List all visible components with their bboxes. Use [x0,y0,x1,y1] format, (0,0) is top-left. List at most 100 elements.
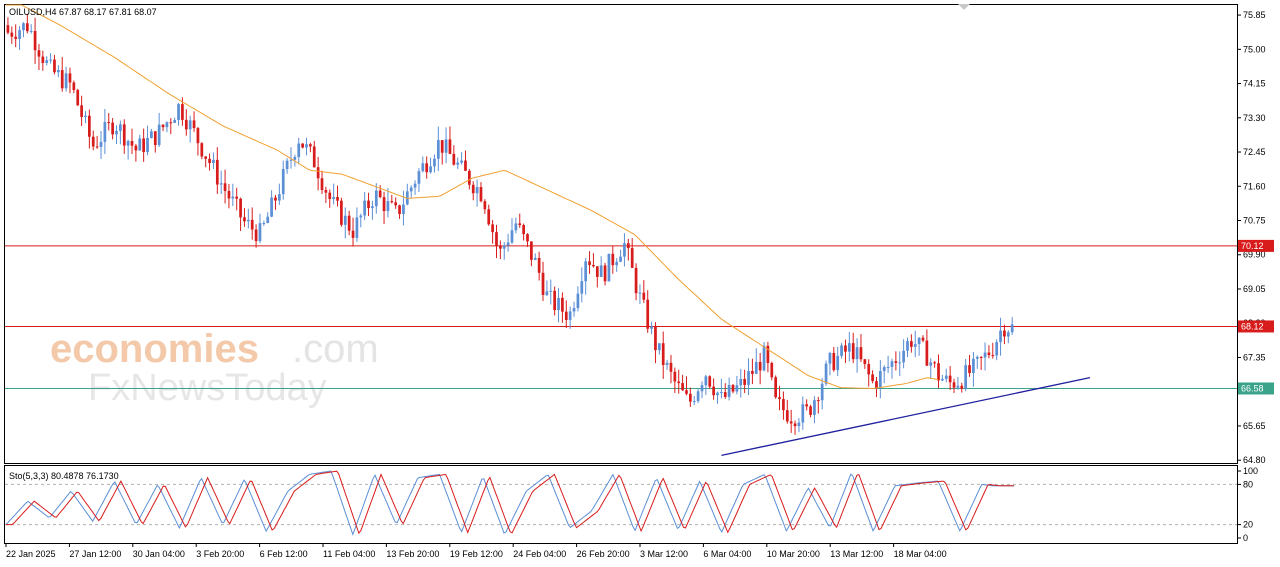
candle[interactable] [878,360,882,399]
candle[interactable] [956,377,960,390]
candle[interactable] [735,376,739,395]
candle[interactable] [964,358,968,392]
candle[interactable] [510,218,514,245]
candle[interactable] [987,345,991,359]
candle[interactable] [258,213,262,244]
candle[interactable] [84,111,87,124]
candle[interactable] [720,378,723,399]
stochastic-main-line[interactable] [5,470,1015,536]
candle[interactable] [747,358,750,396]
candle[interactable] [491,219,494,244]
candle[interactable] [700,381,704,399]
candle[interactable] [545,280,549,297]
candle[interactable] [882,365,886,384]
candle[interactable] [836,346,840,377]
candle[interactable] [561,292,564,323]
candle[interactable] [851,332,855,364]
candle[interactable] [778,385,781,411]
candle[interactable] [231,183,235,207]
candle[interactable] [448,126,452,155]
candle[interactable] [553,286,557,316]
candle[interactable] [894,351,898,371]
candle[interactable] [669,354,673,384]
candle[interactable] [382,191,386,225]
candle[interactable] [634,263,638,301]
candle[interactable] [1010,317,1014,335]
candle[interactable] [805,399,809,411]
candle[interactable] [599,256,603,278]
candle[interactable] [165,121,169,133]
candle[interactable] [49,53,52,64]
candle[interactable] [243,208,246,227]
candle[interactable] [619,249,622,263]
candle[interactable] [770,361,774,381]
candle[interactable] [471,181,475,201]
candle[interactable] [859,334,863,362]
candle[interactable] [557,288,560,323]
candle[interactable] [499,240,502,260]
candle[interactable] [533,253,537,261]
candle[interactable] [995,339,999,361]
candle[interactable] [611,245,615,274]
candle[interactable] [782,391,785,420]
candle[interactable] [716,391,719,404]
candle[interactable] [336,185,339,207]
candle[interactable] [789,409,793,433]
candle[interactable] [266,212,270,224]
candle[interactable] [739,368,743,398]
candle[interactable] [111,118,114,140]
candle[interactable] [169,118,173,135]
candle[interactable] [475,179,479,207]
candle[interactable] [991,342,995,359]
candle[interactable] [390,194,394,204]
candle[interactable] [867,359,871,387]
candle[interactable] [429,157,432,174]
candle[interactable] [952,378,956,393]
candle[interactable] [223,169,227,204]
candle[interactable] [347,210,351,236]
candle[interactable] [642,280,646,303]
candle[interactable] [813,396,816,424]
candle[interactable] [588,251,591,274]
candle[interactable] [37,43,41,71]
candle[interactable] [29,24,33,34]
candle[interactable] [661,331,665,379]
candle[interactable] [215,147,219,194]
candle[interactable] [751,358,754,385]
candle[interactable] [250,207,254,240]
candle[interactable] [312,140,316,168]
candle[interactable] [541,261,545,301]
candle[interactable] [343,207,347,239]
candle[interactable] [1003,324,1006,345]
candle[interactable] [138,134,142,151]
candle[interactable] [890,358,894,379]
candle[interactable] [595,266,599,288]
candle[interactable] [324,186,328,203]
candle[interactable] [483,199,487,214]
candle[interactable] [200,142,204,160]
candle[interactable] [297,137,301,165]
candle[interactable] [960,382,964,393]
candle[interactable] [227,183,231,209]
candle[interactable] [921,335,925,343]
candle[interactable] [983,342,987,371]
candle[interactable] [650,321,653,335]
candle[interactable] [289,147,293,169]
candle[interactable] [906,337,909,358]
candle[interactable] [580,267,584,303]
candle[interactable] [592,253,595,268]
candle[interactable] [436,126,440,172]
candle[interactable] [766,341,770,373]
candle[interactable] [929,358,933,380]
candle[interactable] [975,355,979,369]
candle[interactable] [537,251,541,281]
candle[interactable] [192,111,196,132]
candle[interactable] [134,143,138,162]
chart-shift-marker[interactable] [958,4,970,10]
support-trendline[interactable] [721,376,1091,456]
candle[interactable] [809,404,812,418]
candle[interactable] [696,388,700,404]
candle[interactable] [433,154,436,173]
candle[interactable] [10,26,14,44]
candle[interactable] [374,183,378,214]
